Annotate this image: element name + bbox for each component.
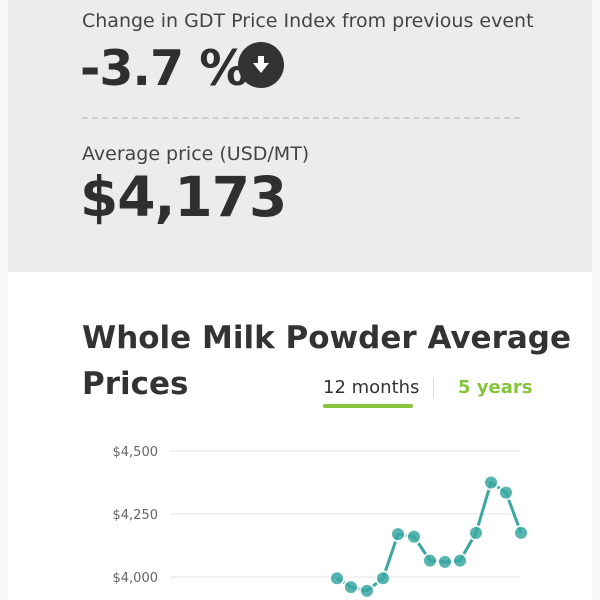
data-point[interactable] xyxy=(375,570,391,587)
chart-card xyxy=(8,272,592,600)
data-point[interactable] xyxy=(406,528,422,545)
y-tick-label: $4,500 xyxy=(113,445,159,460)
avg-price-label: Average price (USD/MT) xyxy=(82,143,310,165)
data-point[interactable] xyxy=(437,553,453,570)
y-tick-label: $4,250 xyxy=(113,508,159,523)
data-point[interactable] xyxy=(498,484,514,501)
chart-title-line-2: Prices xyxy=(82,366,189,402)
avg-price-value: $4,173 xyxy=(80,165,287,229)
tabs-separator xyxy=(433,378,434,398)
data-point[interactable] xyxy=(329,570,345,587)
data-point[interactable] xyxy=(483,474,499,491)
down-arrow-icon xyxy=(238,42,284,88)
data-point[interactable] xyxy=(468,524,484,541)
data-point[interactable] xyxy=(422,552,438,569)
tab-12-months-underline xyxy=(323,404,413,408)
tab-12-months[interactable]: 12 months xyxy=(323,377,420,398)
data-point[interactable] xyxy=(513,524,529,541)
stats-panel xyxy=(8,0,592,272)
data-point[interactable] xyxy=(359,582,375,599)
change-label: Change in GDT Price Index from previous … xyxy=(82,10,534,32)
chart-title-line-1: Whole Milk Powder Average xyxy=(82,320,572,356)
down-arrow-icon-glyph xyxy=(253,56,269,73)
change-value: -3.7 % xyxy=(80,40,248,97)
right-edge xyxy=(592,0,600,600)
tab-5-years[interactable]: 5 years xyxy=(458,377,533,398)
data-point[interactable] xyxy=(343,579,359,596)
data-point[interactable] xyxy=(390,526,406,543)
divider-dashed xyxy=(82,117,520,119)
left-edge xyxy=(0,0,8,600)
y-tick-label: $4,000 xyxy=(113,571,159,586)
data-point[interactable] xyxy=(452,552,468,569)
series-line xyxy=(336,481,523,593)
